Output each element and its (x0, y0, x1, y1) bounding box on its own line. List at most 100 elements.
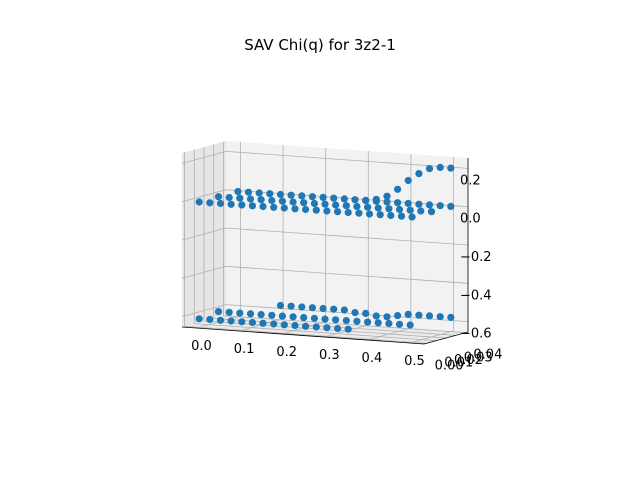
data-point (280, 321, 288, 329)
x-tick-label: 0.1 (234, 342, 255, 357)
data-point (323, 324, 331, 332)
data-point (278, 197, 286, 205)
y-tick-label: 0.03 (464, 350, 493, 365)
data-point (344, 325, 352, 333)
data-point (298, 192, 306, 200)
data-point (362, 196, 370, 204)
data-point (372, 195, 380, 203)
y-tick-label: 0.04 (473, 348, 502, 363)
data-point (257, 196, 265, 204)
y-tick-label: 0.02 (454, 353, 483, 368)
x-tick-label: 0.2 (276, 345, 297, 360)
data-point (351, 196, 359, 204)
x-tick-label: 0.0 (191, 339, 212, 354)
data-point (340, 306, 348, 314)
data-point (394, 312, 402, 320)
data-point (195, 198, 203, 206)
data-point (332, 316, 340, 324)
axes-panes (182, 141, 468, 344)
y-grid-line (213, 144, 456, 336)
data-point (266, 190, 274, 198)
data-point (310, 199, 318, 208)
data-point (404, 199, 412, 207)
data-point (330, 194, 338, 202)
data-point (397, 212, 406, 220)
data-point (394, 199, 402, 207)
data-point (310, 314, 318, 322)
data-point (436, 202, 444, 210)
data-point (395, 205, 404, 214)
data-point (298, 303, 306, 311)
data-point (227, 317, 235, 325)
data-point (332, 201, 340, 209)
x-tick-label: 0.3 (319, 348, 340, 363)
data-point (425, 165, 434, 173)
data-point (417, 207, 425, 215)
data-point (236, 309, 244, 317)
data-point (342, 202, 350, 210)
data-point (374, 319, 382, 327)
data-point (238, 201, 246, 209)
data-point (308, 193, 316, 201)
data-point (268, 196, 276, 205)
data-point (259, 202, 267, 211)
data-point (291, 321, 299, 330)
data-point (447, 313, 455, 321)
z-grid-line (181, 227, 469, 246)
data-point (355, 209, 363, 217)
data-point (270, 320, 278, 328)
data-point (257, 311, 265, 319)
data-point (447, 202, 455, 210)
data-point (302, 205, 310, 214)
data-point (312, 323, 320, 331)
x-axis-line (181, 326, 425, 345)
z-tick-label: −0.6 (460, 327, 492, 342)
data-point (383, 313, 391, 321)
data-point (425, 312, 434, 320)
z-tick-label: 0.0 (460, 212, 481, 227)
data-point (238, 318, 246, 326)
data-point (276, 301, 285, 310)
data-point (321, 200, 329, 208)
data-point (376, 211, 384, 219)
x-tick-label: 0.4 (362, 351, 383, 366)
data-point (259, 319, 267, 327)
data-point (334, 324, 342, 333)
data-point (289, 198, 297, 206)
data-point (330, 305, 338, 313)
data-point (394, 185, 402, 193)
data-point (415, 311, 423, 319)
data-point (372, 312, 380, 320)
z-grid-line (181, 150, 469, 169)
data-point (385, 205, 393, 213)
data-point (406, 321, 414, 329)
data-point (287, 191, 295, 199)
data-point (248, 318, 256, 327)
data-point (436, 163, 444, 171)
data-point (287, 302, 295, 310)
data-point (342, 317, 350, 325)
data-point (321, 315, 329, 323)
data-point (351, 309, 359, 317)
data-point (425, 201, 434, 209)
data-point (340, 195, 348, 203)
z-tick-label: −0.2 (460, 250, 492, 265)
data-point (302, 322, 310, 330)
data-point (312, 206, 320, 214)
data-point (404, 176, 412, 185)
z-tick-label: −0.4 (460, 288, 492, 303)
chart-title: SAV Chi(q) for 3z2-1 (244, 36, 396, 54)
data-point (276, 190, 285, 199)
y-grid-line (222, 141, 466, 334)
data-point (234, 187, 242, 196)
data-point (415, 170, 423, 178)
data-point (364, 203, 372, 211)
axis-lines (181, 158, 469, 345)
data-point (364, 318, 372, 326)
y-grid-line (184, 152, 427, 344)
data-point (246, 310, 255, 318)
data-point (280, 204, 288, 212)
data-point (244, 188, 253, 196)
data-point (404, 310, 412, 318)
